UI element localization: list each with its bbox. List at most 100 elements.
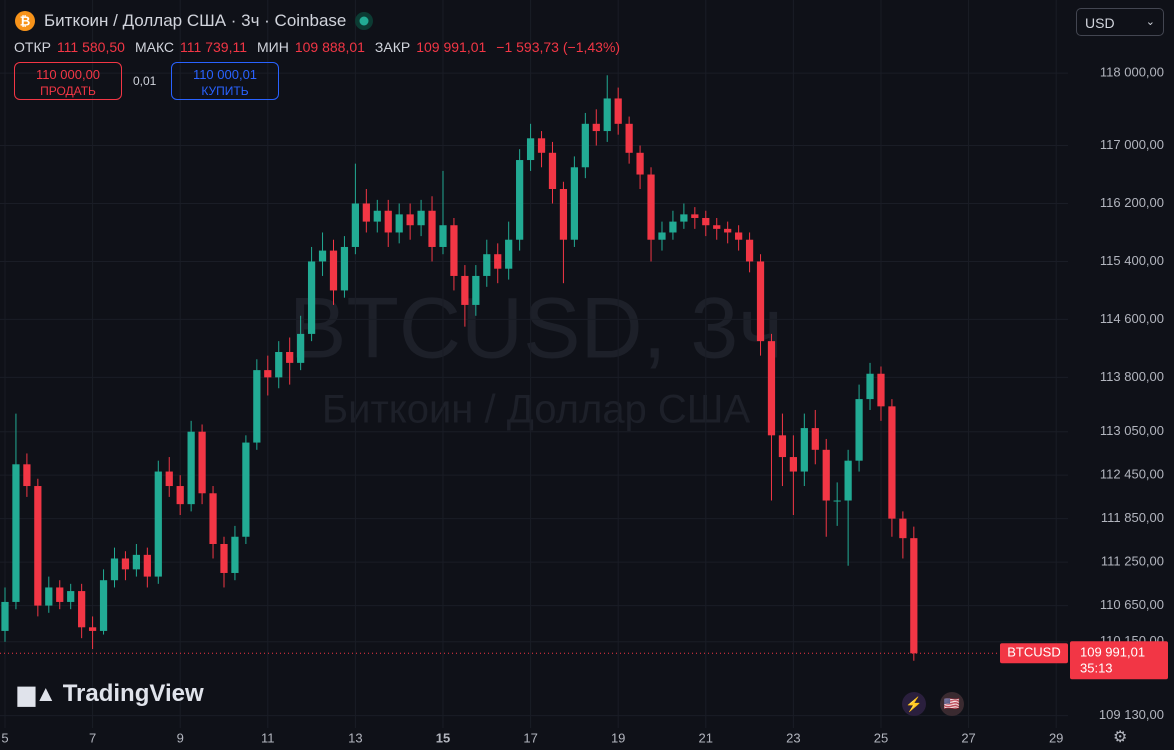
candle-body — [899, 518, 907, 539]
flag-icon[interactable]: 🇺🇸 — [940, 692, 964, 716]
candle-body — [318, 250, 327, 262]
y-tick-label: 112 450,00 — [1100, 467, 1164, 482]
x-tick-label: 21 — [699, 730, 713, 745]
x-tick-label: 15 — [436, 730, 450, 745]
candle-body — [143, 554, 151, 577]
x-tick-label: 23 — [786, 730, 800, 745]
candle-body — [745, 239, 754, 262]
candle-body — [297, 333, 305, 363]
dropdown-arrow: ⌄ — [1145, 16, 1155, 28]
x-tick-label: 17 — [523, 730, 537, 745]
candle-body — [165, 471, 173, 487]
y-tick-label: 110 650,00 — [1100, 597, 1164, 612]
candle-body — [483, 254, 491, 276]
candle-body — [450, 225, 458, 276]
candle-body — [724, 228, 732, 233]
candle-body — [67, 591, 75, 602]
candle-body — [767, 341, 776, 436]
candle-body — [559, 189, 568, 240]
watermark-name: Биткоин / Доллар США — [322, 388, 751, 432]
candle-body — [99, 580, 108, 631]
logo-text: TradingView — [62, 680, 204, 707]
ohlc-key: ОТКР — [14, 39, 51, 55]
buy-price: 110 000,01 — [192, 67, 258, 82]
candle-body — [154, 471, 162, 577]
currency: USD — [1085, 15, 1115, 31]
candle-body — [307, 261, 316, 334]
candle-body — [417, 210, 425, 226]
ohlc-legend: ОТКР 111 580,50 МАКС 111 739,11 МИН 109 888,0… — [14, 39, 624, 55]
price-tag-symbol-box — [1000, 643, 1068, 664]
events-icon[interactable]: ⚡ — [902, 692, 926, 716]
ohlc-value: 109 991,01 — [416, 39, 487, 55]
candle-body — [231, 536, 239, 573]
candle-body — [209, 493, 217, 544]
logo: ▆▲ TradingView — [18, 680, 204, 708]
candle-body — [34, 486, 42, 606]
y-tick-label: 117 000,00 — [1100, 137, 1164, 152]
candle-body — [877, 373, 885, 407]
y-tick-label: 115 400,00 — [1100, 253, 1164, 268]
y-tick-label: 113 800,00 — [1100, 369, 1164, 384]
candle-body — [373, 210, 381, 222]
candle-body — [88, 627, 97, 631]
candle-body — [253, 370, 261, 443]
candle-body — [23, 464, 31, 487]
currency-select[interactable]: USD ⌄ — [1076, 8, 1164, 36]
watermark-ticker: BTCUSD, 3ч — [289, 281, 783, 377]
candle-body — [855, 399, 863, 461]
candle-body — [778, 435, 787, 458]
price-tag-price: 109 991,01 — [1080, 645, 1145, 660]
candle-body — [329, 250, 338, 291]
x-tick-label: 7 — [89, 730, 96, 745]
candle-body — [625, 123, 633, 153]
symbol-title[interactable]: Биткоин / Доллар США · 3ч · Coinbase — [44, 11, 347, 30]
ohlc-value: 111 580,50 — [56, 39, 125, 55]
candle-body — [78, 591, 86, 628]
btc-icon: ₿ — [15, 11, 35, 31]
x-tick-label: 9 — [177, 730, 184, 745]
candle-body — [789, 457, 797, 472]
ohlc-key: ЗАКР — [374, 39, 411, 55]
sell-button[interactable]: 110 000,00 ПРОДАТЬ — [14, 62, 122, 100]
candle-body — [428, 210, 436, 247]
y-tick-label: 109 130,00 — [1099, 707, 1164, 722]
buy-label: КУПИТЬ — [201, 84, 249, 98]
spread: 0,01 — [133, 74, 157, 88]
x-tick-label: 29 — [1049, 730, 1063, 745]
ohlc-change: −1 593,73 (−1,43%) — [496, 39, 621, 55]
candle-body — [592, 123, 600, 132]
candle-body — [537, 138, 546, 153]
logo-mark: ▆▲ — [18, 681, 57, 706]
x-tick-label: 5 — [1, 730, 8, 745]
candle-body — [198, 431, 206, 494]
sell-price: 110 000,00 — [35, 67, 101, 82]
candle-body — [516, 160, 524, 240]
candle-body — [1, 601, 9, 631]
y-tick-label: 118 000,00 — [1100, 65, 1164, 80]
candle-body — [384, 210, 392, 233]
ohlc-value: 109 888,01 — [294, 39, 365, 55]
ohlc-key: МАКС — [134, 39, 175, 55]
candle-body — [264, 370, 272, 378]
price-tag-symbol: BTCUSD — [1007, 645, 1060, 660]
candle-body — [581, 123, 589, 168]
candle-body — [548, 152, 557, 190]
candle-body — [636, 152, 644, 175]
y-tick-label: 111 250,00 — [1101, 554, 1164, 569]
candle-body — [833, 500, 841, 502]
candle-body — [658, 232, 666, 240]
candle-body — [121, 558, 130, 570]
candle-body — [56, 587, 64, 602]
y-tick-label: 111 850,00 — [1101, 510, 1164, 525]
buy-button[interactable]: 110 000,01 КУПИТЬ — [171, 62, 279, 100]
y-tick-label: 116 200,00 — [1100, 195, 1164, 210]
candle-body — [362, 203, 370, 222]
candle-body — [176, 486, 184, 505]
candle-body — [472, 275, 480, 305]
candle-body — [351, 203, 360, 247]
settings-icon[interactable]: ⚙ — [1113, 729, 1128, 746]
candle-body — [570, 167, 578, 240]
